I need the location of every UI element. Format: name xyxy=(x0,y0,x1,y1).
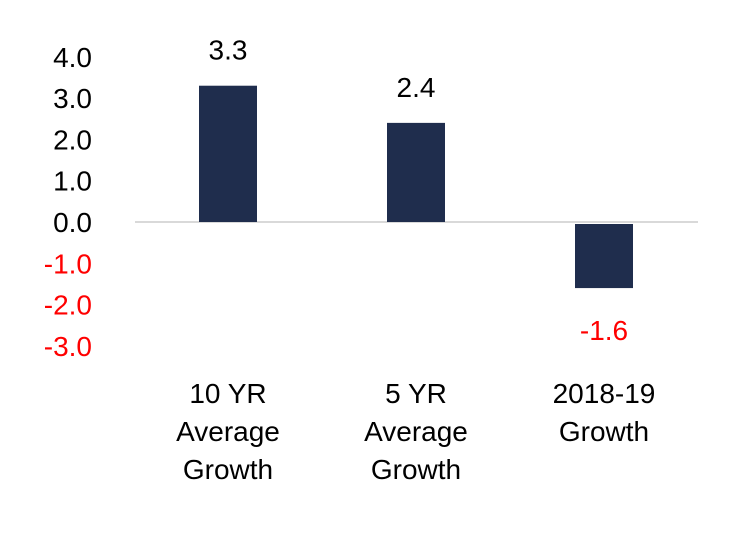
data-label: 3.3 xyxy=(209,35,248,66)
y-tick-label: 2.0 xyxy=(53,124,92,155)
x-category-label: 10 YR Average Growth xyxy=(176,378,280,485)
y-tick-label: -2.0 xyxy=(44,290,92,321)
x-category-label-line: 5 YR xyxy=(385,378,447,409)
x-category-label: 5 YR Average Growth xyxy=(364,378,468,485)
y-tick-label: 4.0 xyxy=(53,42,92,73)
y-tick-label: -1.0 xyxy=(44,248,92,279)
y-tick-label: 3.0 xyxy=(53,83,92,114)
x-category-label-line: Average xyxy=(176,416,280,447)
y-tick-label: 1.0 xyxy=(53,166,92,197)
x-category-label-line: 10 YR xyxy=(189,378,266,409)
x-category-label-line: Growth xyxy=(559,416,649,447)
x-category-label-line: Average xyxy=(364,416,468,447)
y-tick-label: 0.0 xyxy=(53,207,92,238)
x-category-label: 2018-19 Growth xyxy=(553,378,656,447)
bar xyxy=(575,224,633,289)
y-tick-label: -3.0 xyxy=(44,331,92,362)
data-label: 2.4 xyxy=(397,72,436,103)
x-category-label-line: 2018-19 xyxy=(553,378,656,409)
bar xyxy=(387,122,445,222)
x-category-label-line: Growth xyxy=(371,454,461,485)
bar xyxy=(199,85,257,223)
x-category-label-line: Growth xyxy=(183,454,273,485)
data-label: -1.6 xyxy=(580,315,628,346)
